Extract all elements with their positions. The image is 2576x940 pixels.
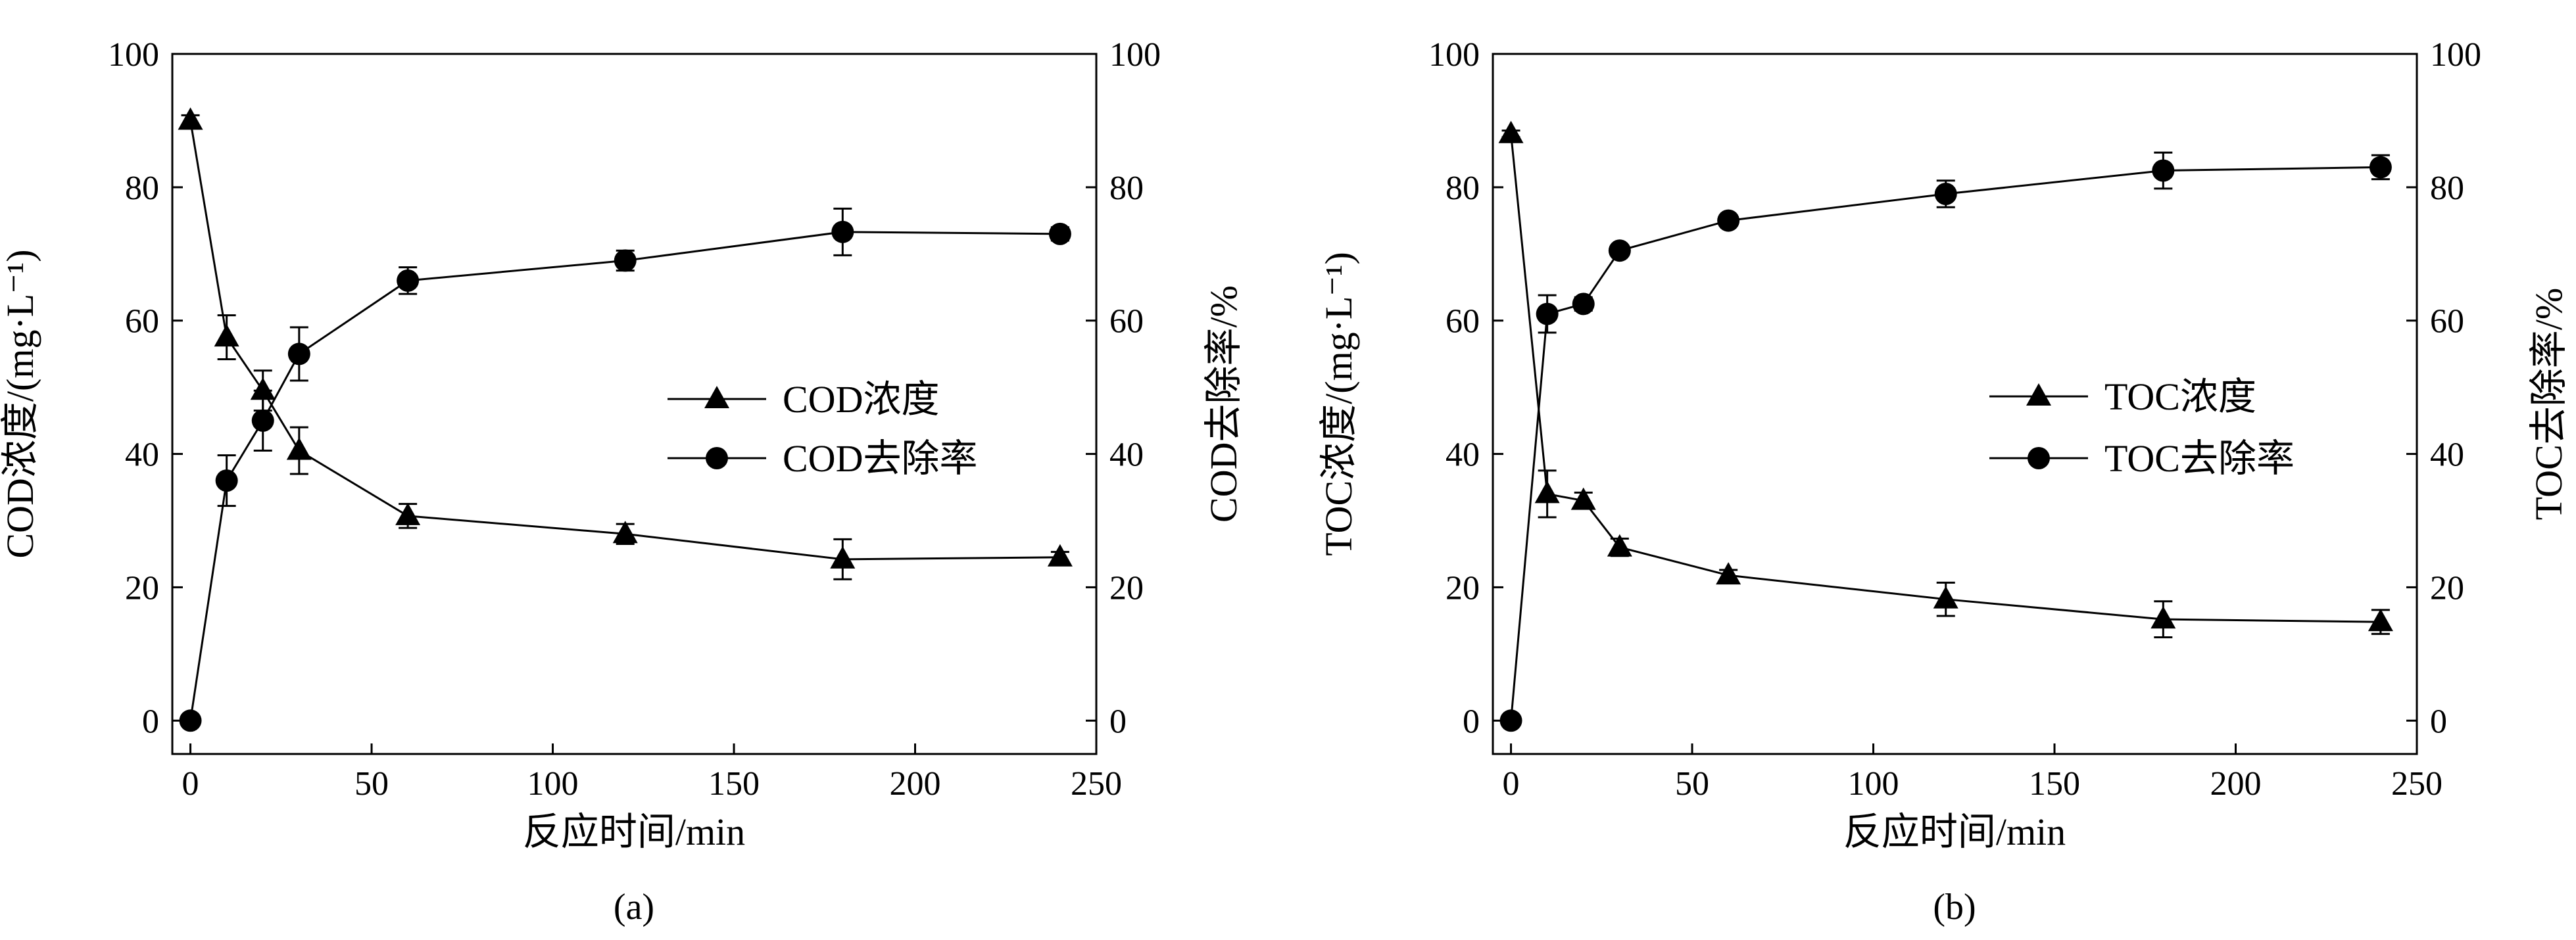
y-right-tick-label: 60 <box>1109 303 1144 341</box>
y-left-axis-label: TOC浓度/(mg·L⁻¹) <box>1317 252 1360 556</box>
data-point <box>251 409 274 432</box>
y-left-tick-label: 100 <box>1428 36 1480 74</box>
data-point <box>1536 302 1559 325</box>
chart-panel-b: 0 50 100 150 200 250 0 20 40 60 80 100 0 20 40 60 80 100 反… <box>1317 36 2570 928</box>
x-tick-label: 200 <box>890 765 941 803</box>
chart-panel-a: 0 50 100 150 200 250 0 20 40 60 80 100 0 20 40 60 80 100 反… <box>0 36 1245 928</box>
y-right-tick-label: 60 <box>2430 303 2464 341</box>
x-tick-label: 0 <box>182 765 199 803</box>
y-left-axis-label: COD浓度/(mg·L⁻¹) <box>0 249 41 558</box>
legend-marker <box>706 447 728 469</box>
series-removal-rate <box>179 207 1071 732</box>
y-right-axis-label: TOC去除率/% <box>2527 288 2570 520</box>
data-point <box>178 107 203 130</box>
data-point <box>1498 120 1524 143</box>
y-right-tick-label: 0 <box>2430 703 2447 740</box>
y-left-tick-label: 80 <box>125 170 159 207</box>
data-point <box>1933 586 1958 609</box>
x-tick-label: 50 <box>1675 765 1709 803</box>
data-point <box>214 324 239 347</box>
data-point <box>1607 534 1632 557</box>
legend-entry: TOC浓度 <box>1989 375 2256 418</box>
data-point <box>287 342 310 365</box>
series-concentration <box>178 107 1073 580</box>
x-tick-label: 0 <box>1503 765 1520 803</box>
y-right-tick-label: 40 <box>1109 436 1144 474</box>
y-right-tick-label: 20 <box>2430 569 2464 607</box>
data-point <box>286 437 312 460</box>
plot-frame <box>171 53 1098 755</box>
legend-entry: TOC去除率 <box>1989 437 2295 480</box>
x-tick-label: 100 <box>527 765 579 803</box>
y-left-tick-label: 0 <box>142 703 159 740</box>
x-axis-label: 反应时间/min <box>523 811 745 853</box>
data-point <box>1716 562 1741 585</box>
y-right-tick-label: 40 <box>2430 436 2464 474</box>
x-tick-label: 50 <box>354 765 389 803</box>
x-tick-label: 200 <box>2210 765 2262 803</box>
data-point <box>1499 709 1522 732</box>
y-right-tick-label: 100 <box>2430 36 2481 74</box>
data-point <box>1534 481 1560 504</box>
y-left-tick-label: 60 <box>125 303 159 341</box>
y-left-tick-label: 60 <box>1446 303 1480 341</box>
data-point <box>2151 606 2176 629</box>
x-tick-label: 250 <box>1071 765 1122 803</box>
y-right-tick-label: 80 <box>1109 170 1144 207</box>
y-right-tick-label: 0 <box>1109 703 1127 740</box>
x-tick-label: 250 <box>2391 765 2442 803</box>
data-point <box>1608 239 1631 262</box>
y-left-tick-label: 0 <box>1463 703 1480 740</box>
y-left-tick-label: 40 <box>125 436 159 474</box>
y-right-tick-label: 80 <box>2430 170 2464 207</box>
data-point <box>1934 183 1957 205</box>
series-removal-rate <box>1499 151 2392 732</box>
y-left-tick-label: 100 <box>108 36 159 74</box>
x-tick-label: 150 <box>708 765 760 803</box>
panel-label: (b) <box>1933 887 1976 928</box>
data-point <box>2369 156 2392 179</box>
data-point <box>612 521 638 544</box>
data-point <box>250 377 276 400</box>
legend-label: TOC浓度 <box>2104 375 2256 418</box>
data-point <box>1570 487 1596 510</box>
legend-label: TOC去除率 <box>2104 437 2295 480</box>
legend-marker <box>2026 383 2051 406</box>
x-axis-label: 反应时间/min <box>1843 811 2066 853</box>
y-right-axis-label: COD去除率/% <box>1202 285 1245 523</box>
legend-marker <box>2028 447 2050 469</box>
legend-entry: COD去除率 <box>668 437 977 480</box>
y-right-tick-label: 100 <box>1109 36 1161 74</box>
data-point <box>2152 159 2175 182</box>
legend-marker <box>704 386 729 408</box>
legend-label: COD去除率 <box>783 437 977 480</box>
data-point <box>179 709 202 732</box>
series-concentration <box>1498 120 2393 638</box>
data-point <box>831 220 854 243</box>
y-left-tick-label: 20 <box>1446 569 1480 607</box>
series-line <box>189 231 1060 721</box>
data-point <box>395 502 421 525</box>
legend-label: COD浓度 <box>783 378 939 421</box>
data-point <box>1717 209 1740 232</box>
data-point <box>2368 609 2393 632</box>
y-left-tick-label: 40 <box>1446 436 1480 474</box>
data-point <box>1048 222 1071 245</box>
data-point <box>830 546 856 569</box>
x-tick-label: 150 <box>2029 765 2080 803</box>
data-point <box>614 249 637 272</box>
data-point <box>215 469 238 492</box>
y-right-tick-label: 20 <box>1109 569 1144 607</box>
data-point <box>1572 293 1595 316</box>
plot-frame <box>1492 53 2418 755</box>
y-left-tick-label: 80 <box>1446 170 1480 207</box>
data-point <box>397 269 420 292</box>
y-left-tick-label: 20 <box>125 569 159 607</box>
data-point <box>1047 544 1073 567</box>
panel-label: (a) <box>614 887 654 928</box>
legend-entry: COD浓度 <box>668 378 939 421</box>
x-tick-label: 100 <box>1848 765 1899 803</box>
